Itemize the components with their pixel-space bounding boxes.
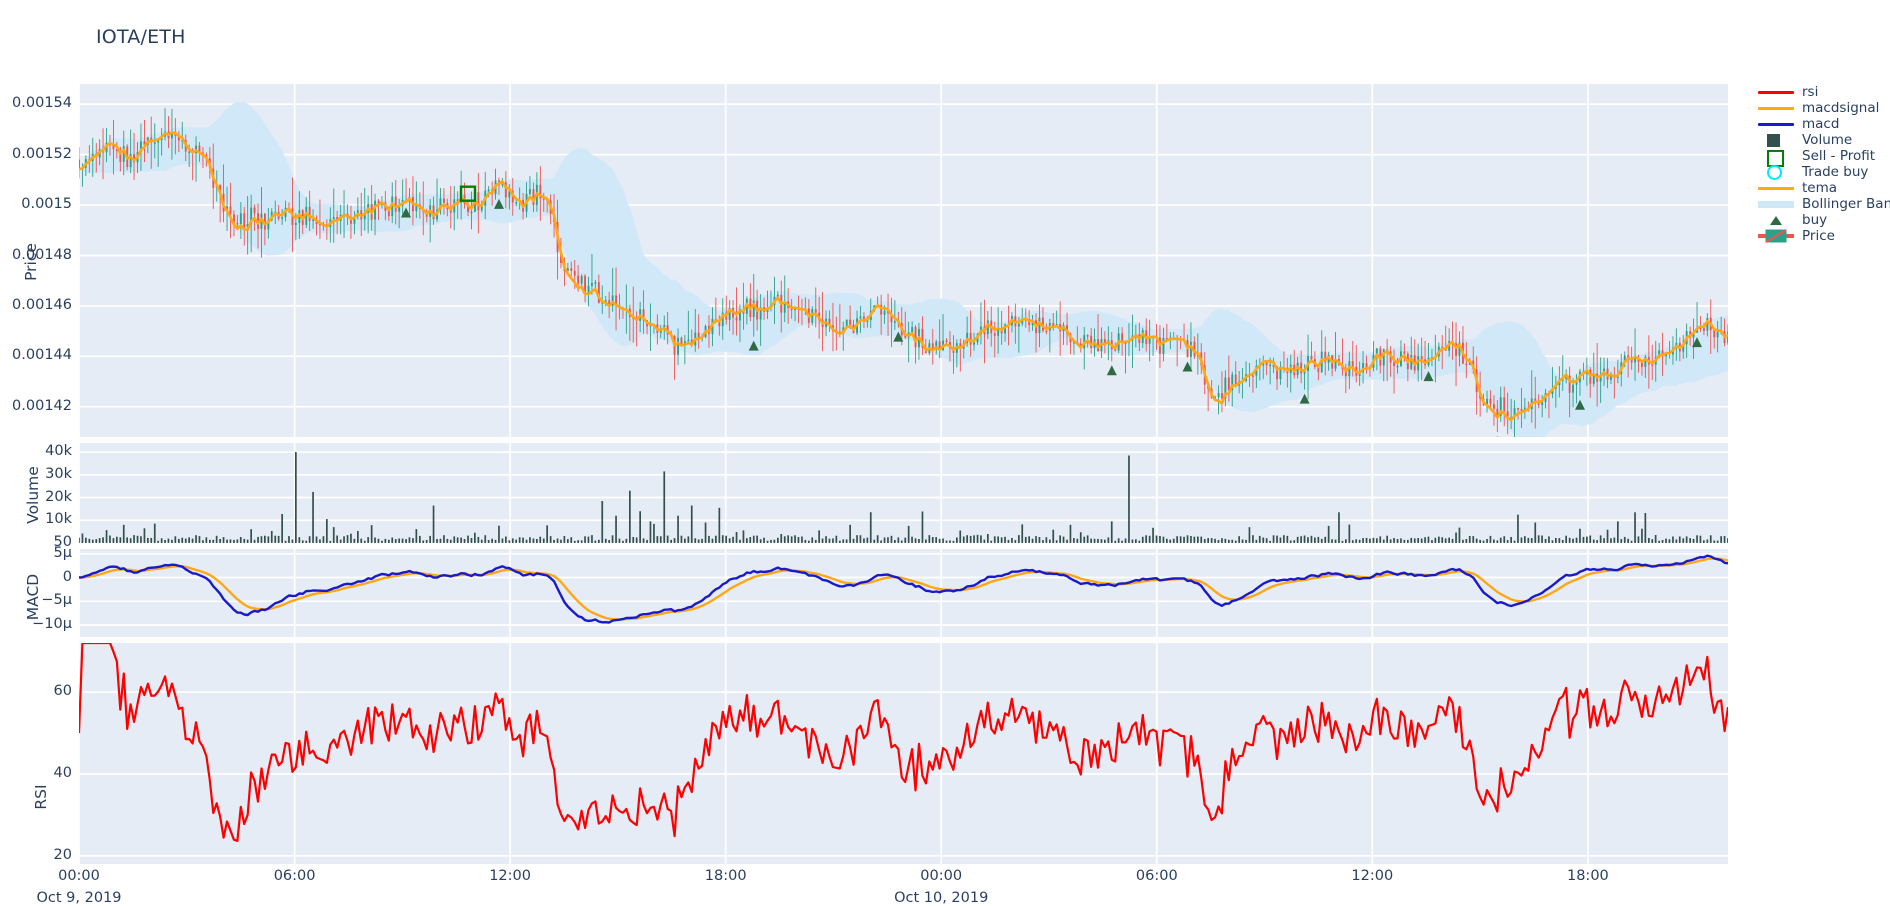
macd-series [79,554,1728,624]
macd-axis-tick: 0 [62,568,72,585]
macd-axis-tick: 5µ [53,544,72,561]
price-axis-tick: 0.00148 [12,246,72,263]
legend-line-swatch [1758,187,1794,190]
legend-circle-swatch [1767,165,1782,180]
x-axis-tick: 12:00 [489,868,531,884]
rsi-series [79,643,1728,842]
legend-candle-swatch [1758,229,1794,243]
macd-axis-title: MACD [24,573,42,621]
legend-item-label: macdsignal [1802,100,1880,116]
legend-swatch [1756,212,1796,228]
price-panel [79,84,1728,437]
price-axis-tick: 0.00154 [12,95,72,112]
legend-swatch [1756,116,1796,132]
legend-item-label: Sell - Profit [1802,148,1876,164]
legend-triangle-swatch [1770,216,1782,225]
tema-line [79,131,1728,422]
x-axis-date: Oct 10, 2019 [894,890,989,906]
legend-item-price[interactable]: Price [1756,228,1890,244]
legend-item-label: Volume [1802,132,1853,148]
legend-swatch [1756,84,1796,100]
legend-item-label: macd [1802,116,1840,132]
volume-axis-tick: 30k [45,465,72,482]
rsi-axis-tick: 20 [53,846,72,863]
macd-axis-tick: −5µ [41,592,72,609]
macd-panel [79,549,1728,637]
volume-axis-tick: 40k [45,443,72,460]
legend-item-label: Bollinger Band [1802,196,1890,212]
legend-line-swatch [1758,123,1794,126]
legend-swatch [1756,196,1796,212]
legend-item-volume[interactable]: Volume [1756,132,1890,148]
macd-axis-tick: −10µ [32,616,72,633]
volume-bars [79,452,1728,543]
rsi-axis-tick: 60 [53,683,72,700]
volume-panel [79,443,1728,543]
x-axis-tick: 18:00 [1566,868,1609,884]
x-axis-tick: 06:00 [1135,868,1178,884]
legend-item-label: rsi [1802,84,1819,100]
volume-axis-tick: 20k [45,488,72,505]
legend-square-swatch [1767,133,1780,147]
legend-item-bollinger-band[interactable]: Bollinger Band [1756,196,1890,212]
volume-axis-title: Volume [24,466,42,524]
rsi-axis-tick: 40 [53,765,72,781]
legend[interactable]: rsi macdsignal macd Volume Sell - Profit… [1756,84,1890,244]
x-axis-tick: 00:00 [920,868,963,884]
legend-item-label: Price [1802,228,1835,244]
price-axis-tick: 0.00146 [12,296,72,313]
volume-axis-tick: 10k [45,511,72,528]
legend-item-label: buy [1802,212,1828,228]
buy-markers [401,198,1702,437]
volume-axis-tick: 50 [53,533,72,550]
price-axis-tick: 0.00144 [12,347,72,364]
price-axis-tick: 0.0015 [21,196,72,212]
legend-item-tema[interactable]: tema [1756,180,1890,196]
legend-swatch [1756,100,1796,116]
legend-item-trade-buy[interactable]: Trade buy [1756,164,1890,180]
legend-swatch [1756,228,1796,244]
price-axis-title: Price [22,243,40,281]
legend-item-label: tema [1802,180,1838,196]
legend-item-macd[interactable]: macd [1756,116,1890,132]
legend-item-sell-profit[interactable]: Sell - Profit [1756,148,1890,167]
legend-line-swatch [1758,91,1794,94]
bollinger-band [79,102,1728,437]
rsi-panel [79,643,1728,864]
x-axis-tick: 00:00 [58,868,100,884]
legend-band-swatch [1758,201,1794,208]
legend-item-label: Trade buy [1802,164,1869,180]
grid-lines [78,84,1728,864]
price-axis-tick: 0.00152 [12,145,72,162]
legend-item-macdsignal[interactable]: macdsignal [1756,100,1890,116]
price-candles [79,108,1728,437]
legend-item-rsi[interactable]: rsi [1756,84,1890,100]
page-title: IOTA/ETH [96,26,186,48]
legend-item-buy[interactable]: buy [1756,212,1890,228]
legend-swatch [1756,180,1796,196]
legend-line-swatch [1758,107,1794,110]
x-axis-tick: 06:00 [273,868,316,884]
x-axis-date: Oct 9, 2019 [36,890,122,906]
price-axis-tick: 0.00142 [12,397,72,414]
sell-profit-markers [459,185,477,202]
legend-swatch [1756,148,1796,167]
legend-swatch [1756,164,1796,180]
rsi-axis-title: RSI [32,784,50,810]
x-axis-tick: 18:00 [704,868,747,884]
x-axis-tick: 12:00 [1351,868,1394,884]
legend-swatch [1756,132,1796,148]
